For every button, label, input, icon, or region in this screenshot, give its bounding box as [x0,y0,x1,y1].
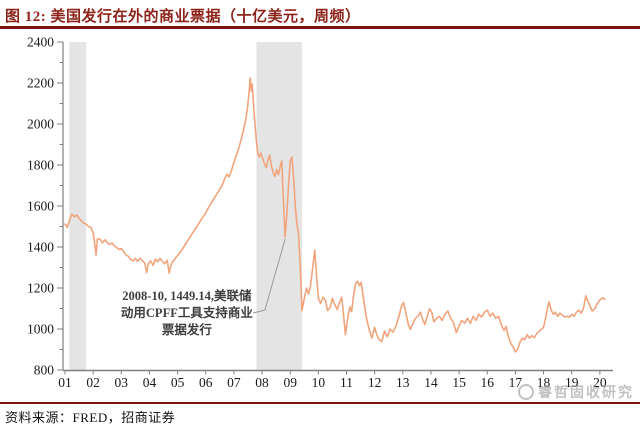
y-tick-label: 2200 [27,76,54,91]
x-tick-label: 03 [115,375,129,390]
y-tick-label: 1000 [27,322,54,337]
figure-title: 图 12: 美国发行在外的商业票据（十亿美元，周频） [5,9,361,25]
x-tick-label: 02 [86,375,100,390]
title-rule [0,26,640,29]
x-tick-label: 15 [452,375,466,390]
x-tick-label: 08 [255,375,269,390]
recession-band [69,42,87,370]
annotation-leader-line [252,238,286,314]
x-tick-label: 11 [340,375,353,390]
x-tick-label: 09 [283,375,297,390]
y-tick-label: 1600 [27,199,54,214]
x-tick-label: 07 [227,375,241,390]
x-tick-label: 19 [565,375,579,390]
x-tick-label: 05 [171,375,185,390]
y-tick-label: 2000 [27,117,54,132]
x-tick-label: 12 [368,375,382,390]
y-tick-label: 1800 [27,158,54,173]
x-tick-label: 18 [537,375,551,390]
y-tick-label: 1200 [27,281,54,296]
watermark: 睿哲固收研究 [518,382,634,402]
source-note: 资料来源：FRED，招商证券 [5,410,176,425]
annotation-callout: 票据发行 [162,322,213,337]
x-tick-label: 13 [396,375,410,390]
x-tick-label: 06 [199,375,213,390]
annotation-callout: 动用CPFF工具支持商业 [121,305,253,320]
y-tick-label: 800 [34,363,55,378]
x-tick-label: 04 [143,375,157,390]
x-tick-label: 10 [312,375,326,390]
x-tick-label: 01 [58,375,72,390]
y-tick-label: 2400 [27,35,54,50]
watermark-text: 睿哲固收研究 [538,384,634,400]
line-chart: 800 1000 1200 1400 1600 1800 2000 2200 2400 01 02 0… [27,35,613,390]
footer-rule [0,402,640,404]
watermark-logo-icon [518,384,534,400]
recession-band [256,42,303,370]
y-tick-label: 1400 [27,240,54,255]
x-tick-label: 14 [424,375,438,390]
x-tick-label: 20 [593,375,607,390]
annotation-callout: 2008-10, 1449.14,美联储 [122,288,252,303]
series-line-cp-outstanding [64,77,606,353]
x-tick-label: 16 [481,375,495,390]
